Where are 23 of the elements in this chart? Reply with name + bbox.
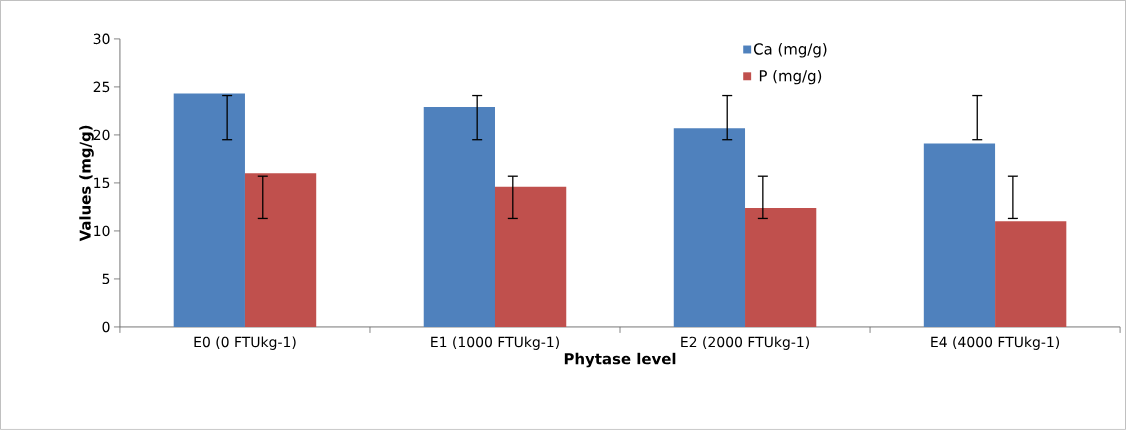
y-tick-label: 5 — [102, 273, 110, 285]
y-axis-title: Values (mg/g) — [79, 125, 94, 242]
bar — [673, 128, 746, 328]
bar — [745, 207, 817, 328]
x-tick-label: E2 (2000 FTUkg-1) — [681, 336, 809, 351]
legend-label: P (mg/g) — [759, 69, 822, 85]
y-tick-label: 20 — [93, 129, 110, 141]
y-tick-label: 0 — [102, 321, 110, 333]
y-tick-label: 15 — [94, 177, 110, 189]
y-tick-label: 25 — [93, 81, 110, 93]
bar — [173, 93, 245, 328]
y-tick-label: 10 — [94, 225, 110, 237]
x-axis-title: Phytase level — [564, 352, 676, 368]
bar — [494, 186, 567, 328]
bar — [995, 221, 1067, 328]
legend-label: Ca (mg/g) — [753, 43, 827, 58]
x-tick-label: E1 (1000 FTUkg-1) — [431, 336, 559, 351]
x-tick-label: E4 (4000 FTUkg-1) — [931, 336, 1060, 351]
bar — [923, 143, 996, 328]
x-tick-label: E0 (0 FTUkg-1) — [194, 336, 296, 351]
bar — [423, 107, 495, 328]
bar — [244, 173, 317, 328]
y-tick-label: 30 — [93, 33, 110, 45]
